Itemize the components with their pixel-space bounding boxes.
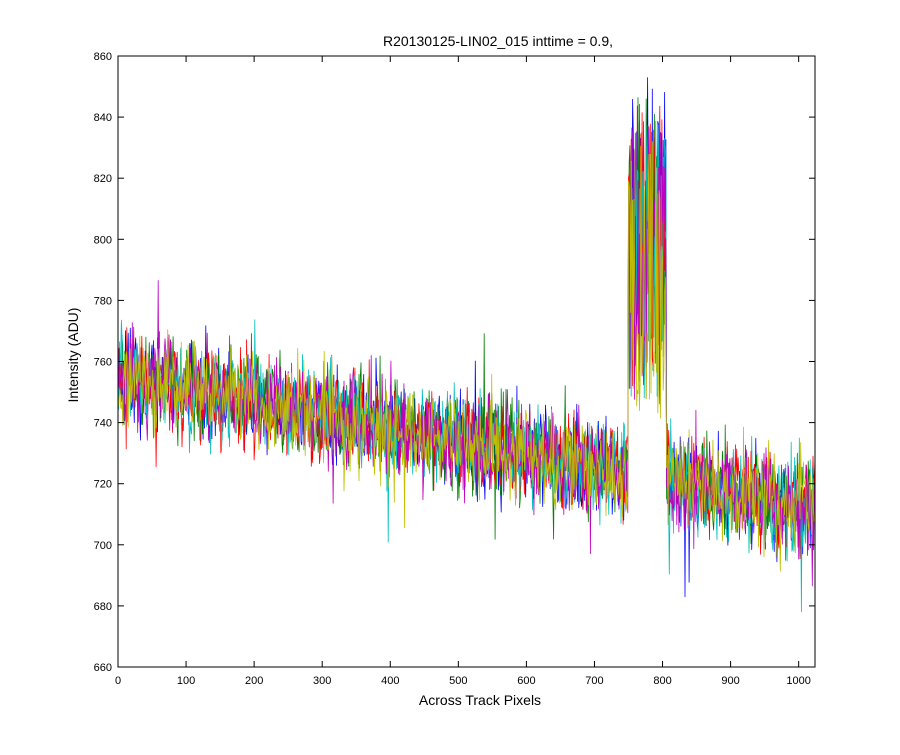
y-tick-label: 840: [94, 112, 112, 124]
y-tick-label: 660: [94, 662, 112, 674]
x-axis-label: Across Track Pixels: [419, 692, 541, 708]
y-tick-label: 800: [94, 234, 112, 246]
x-tick-label: 200: [245, 675, 263, 687]
x-tick-label: 800: [653, 675, 671, 687]
y-tick-label: 780: [94, 295, 112, 307]
x-tick-label: 300: [313, 675, 331, 687]
y-tick-label: 860: [94, 51, 112, 63]
y-tick-label: 700: [94, 540, 112, 552]
x-tick-label: 500: [449, 675, 467, 687]
x-tick-label: 0: [115, 675, 121, 687]
y-axis-label: Intensity (ADU): [65, 308, 81, 403]
chart-title: R20130125-LIN02_015 inttime = 0.9,: [383, 33, 613, 49]
series-layer: [117, 77, 816, 613]
x-tick-label: 700: [585, 675, 603, 687]
y-tick-label: 720: [94, 479, 112, 491]
x-tick-label: 100: [177, 675, 195, 687]
x-tick-label: 900: [721, 675, 739, 687]
series-line-5: [117, 127, 816, 587]
x-tick-label: 600: [517, 675, 535, 687]
series-line-6: [117, 141, 816, 572]
y-tick-label: 740: [94, 418, 112, 430]
y-tick-label: 820: [94, 173, 112, 185]
plot-area: [118, 56, 815, 667]
y-tick-label: 760: [94, 357, 112, 369]
y-tick-label: 680: [94, 601, 112, 613]
x-tick-label: 1000: [786, 675, 810, 687]
ticks-layer: 0 100 200 300 400 500 600 700 800 900 1000 660 680 70…: [94, 51, 815, 687]
x-tick-label: 400: [381, 675, 399, 687]
